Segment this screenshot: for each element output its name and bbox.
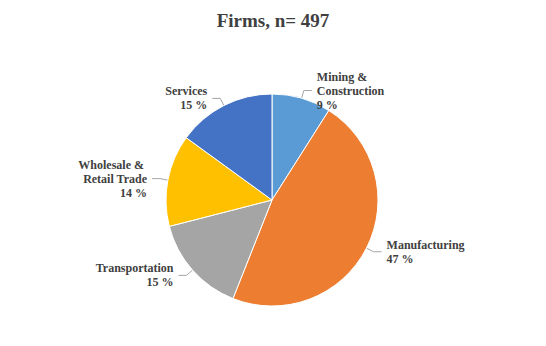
svg-text:Retail Trade: Retail Trade [83,172,148,186]
svg-text:14 %: 14 % [120,186,147,200]
svg-text:Services: Services [165,84,207,98]
svg-text:Wholesale &: Wholesale & [78,158,147,172]
svg-text:47 %: 47 % [387,252,414,266]
svg-text:Mining &: Mining & [317,70,370,84]
svg-text:Manufacturing: Manufacturing [387,238,465,252]
svg-text:15 %: 15 % [146,275,173,289]
svg-text:Transportation: Transportation [96,261,174,275]
svg-text:Construction: Construction [317,84,385,98]
svg-text:9 %: 9 % [317,98,338,112]
svg-text:15 %: 15 % [180,98,207,112]
svg-text:Firms, n= 497: Firms, n= 497 [217,10,330,31]
